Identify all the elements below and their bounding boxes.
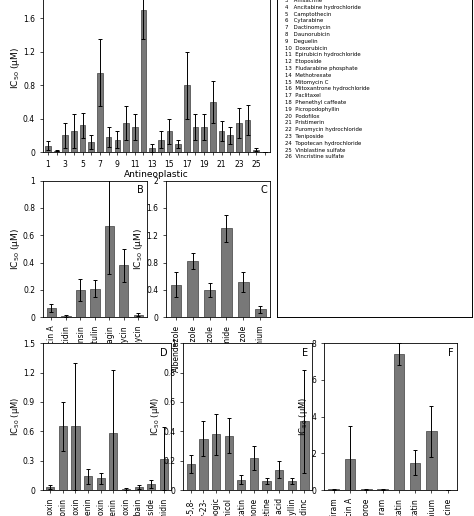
- Bar: [192, 127, 198, 152]
- Y-axis label: IC$_{50}$ (μM): IC$_{50}$ (μM): [9, 47, 21, 89]
- Text: C: C: [260, 185, 267, 195]
- Bar: [288, 481, 296, 490]
- Bar: [377, 489, 388, 490]
- Bar: [160, 459, 168, 490]
- Bar: [204, 290, 215, 317]
- Bar: [187, 261, 198, 317]
- Bar: [46, 487, 55, 490]
- Bar: [76, 290, 85, 317]
- Bar: [250, 458, 258, 490]
- Y-axis label: IC$_{50}$ (μM): IC$_{50}$ (μM): [9, 228, 21, 270]
- Bar: [426, 431, 437, 490]
- Bar: [90, 288, 100, 317]
- Bar: [97, 73, 103, 152]
- Bar: [200, 439, 208, 490]
- Bar: [275, 470, 283, 490]
- Bar: [109, 433, 118, 490]
- Bar: [219, 131, 224, 152]
- Bar: [221, 229, 232, 317]
- Bar: [361, 489, 372, 490]
- Bar: [201, 127, 207, 152]
- Bar: [187, 464, 195, 490]
- Text: E: E: [302, 348, 308, 358]
- Bar: [80, 125, 85, 152]
- Bar: [212, 434, 220, 490]
- Text: B: B: [137, 185, 144, 195]
- Bar: [255, 309, 265, 317]
- Bar: [147, 485, 155, 490]
- Bar: [54, 151, 59, 152]
- Text: D: D: [160, 348, 168, 358]
- Bar: [210, 102, 216, 152]
- Bar: [84, 476, 92, 490]
- Bar: [263, 481, 271, 490]
- Bar: [184, 85, 190, 152]
- Bar: [141, 10, 146, 152]
- Bar: [105, 225, 114, 317]
- Bar: [175, 144, 181, 152]
- Bar: [328, 489, 339, 490]
- Bar: [97, 478, 105, 490]
- Bar: [61, 316, 71, 317]
- Bar: [301, 421, 309, 490]
- Bar: [119, 265, 128, 317]
- Bar: [135, 487, 143, 490]
- Bar: [225, 436, 233, 490]
- Bar: [71, 131, 77, 152]
- Bar: [132, 127, 137, 152]
- Bar: [122, 489, 130, 490]
- Text: F: F: [448, 348, 454, 358]
- Y-axis label: IC$_{50}$ (μM): IC$_{50}$ (μM): [9, 397, 21, 436]
- Bar: [238, 282, 249, 317]
- Bar: [236, 123, 242, 152]
- Bar: [46, 308, 56, 317]
- Bar: [410, 463, 420, 490]
- Bar: [171, 284, 182, 317]
- Bar: [106, 137, 111, 152]
- Bar: [123, 123, 129, 152]
- Bar: [167, 131, 172, 152]
- Bar: [245, 120, 250, 152]
- Bar: [254, 150, 259, 152]
- Bar: [345, 459, 355, 490]
- Y-axis label: IC$_{50}$ (μM): IC$_{50}$ (μM): [149, 397, 162, 436]
- Bar: [393, 354, 404, 490]
- Bar: [45, 146, 51, 152]
- Y-axis label: IC$_{50}$ (μM): IC$_{50}$ (μM): [132, 228, 145, 270]
- Y-axis label: IC$_{50}$ (μM): IC$_{50}$ (μM): [297, 397, 310, 436]
- Bar: [59, 426, 67, 490]
- Bar: [134, 315, 143, 317]
- Bar: [237, 480, 246, 490]
- Bar: [149, 148, 155, 152]
- Bar: [158, 140, 164, 152]
- X-axis label: Antineoplastic: Antineoplastic: [124, 170, 189, 179]
- Bar: [89, 142, 94, 152]
- Bar: [63, 136, 68, 152]
- Text: 1   10-Hydroxycamptothecin
2   4’-Demethylepipodophyllotoxin
3   Amsacrine
4   A: 1 10-Hydroxycamptothecin 2 4’-Demethylep…: [285, 0, 378, 159]
- Bar: [115, 140, 120, 152]
- Bar: [72, 426, 80, 490]
- Bar: [228, 136, 233, 152]
